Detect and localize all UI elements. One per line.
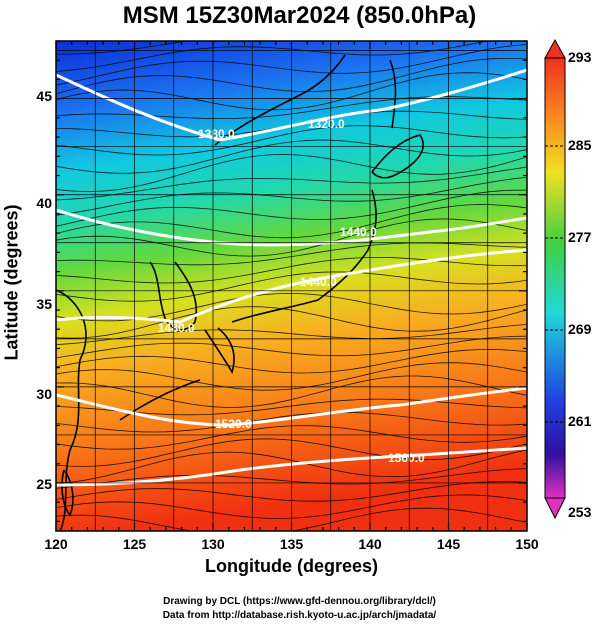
colorbar-top-arrow xyxy=(544,38,566,59)
colorbar-tick-label: 253 xyxy=(568,504,592,520)
contour-1520 xyxy=(56,386,527,427)
streamline xyxy=(56,96,527,119)
contour-label: 1560.0 xyxy=(388,451,425,465)
coastline-honshu xyxy=(231,189,377,323)
streamline xyxy=(56,125,527,156)
colorbar-tick-label: 269 xyxy=(568,321,592,337)
y-tick-label: 25 xyxy=(36,476,52,492)
x-tick-label: 125 xyxy=(122,536,147,552)
streamline xyxy=(56,481,527,502)
streamline xyxy=(56,412,527,433)
coastline-sakhalin xyxy=(389,59,397,129)
streamline xyxy=(56,362,527,391)
contour-1440-a xyxy=(56,208,527,247)
streamline xyxy=(56,292,527,322)
colorbar xyxy=(544,38,566,520)
streamline xyxy=(56,324,527,346)
contour-label: 1320.0 xyxy=(308,117,345,131)
streamline xyxy=(56,242,527,266)
coastline-kyushu xyxy=(204,327,235,374)
streamline xyxy=(56,468,527,489)
streamline xyxy=(56,494,527,519)
map-title: MSM 15Z30Mar2024 (850.0hPa) xyxy=(122,2,477,29)
streamline xyxy=(56,72,527,111)
streamline xyxy=(56,375,527,408)
y-tick-label: 30 xyxy=(36,386,52,402)
credit-line-drawing: Drawing by DCL (https://www.gfd-dennou.o… xyxy=(163,596,436,607)
streamline xyxy=(56,271,527,302)
x-tick-label: 135 xyxy=(279,536,304,552)
contour-label: 1520.0 xyxy=(215,417,252,431)
colorbar-tick-label: 293 xyxy=(568,49,592,65)
y-axis-label-text: Latitude (degrees) xyxy=(1,204,22,361)
coastline-ryukyu xyxy=(119,379,201,421)
streamline xyxy=(56,139,527,174)
y-tick-label: 40 xyxy=(36,195,52,211)
colorbar-bottom-arrow xyxy=(544,497,566,520)
streamline xyxy=(56,177,527,216)
x-axis-label: Longitude (degrees) xyxy=(204,556,378,576)
streamline xyxy=(56,256,527,284)
streamline xyxy=(56,306,527,339)
streamline xyxy=(56,44,527,86)
coastline-primorye xyxy=(214,54,346,146)
streamline xyxy=(56,335,527,359)
x-tick-label: 150 xyxy=(515,536,539,552)
streamline xyxy=(56,189,527,227)
coastline-korea xyxy=(149,261,198,331)
y-tick-label: 35 xyxy=(36,296,52,312)
streamline xyxy=(56,154,527,192)
contour-1380 xyxy=(56,68,527,142)
colorbar-tick-label: 277 xyxy=(568,229,592,245)
colorbar-tick-label: 261 xyxy=(568,413,592,429)
streamline xyxy=(56,204,527,239)
colorbar-body xyxy=(544,57,566,499)
streamline xyxy=(56,438,527,467)
credit-line-data: Data from http://database.rish.kyoto-u.a… xyxy=(162,610,437,621)
streamline xyxy=(56,218,527,257)
streamline xyxy=(56,166,527,201)
x-tick-label: 130 xyxy=(201,536,225,552)
y-tick-label: 45 xyxy=(36,88,52,104)
colorbar-tick-label: 285 xyxy=(568,137,592,153)
contour-label: 1480.0 xyxy=(158,321,195,335)
lat-lon-grid xyxy=(56,41,527,531)
streamline xyxy=(56,449,527,484)
streamline xyxy=(56,425,527,450)
x-tick-label: 145 xyxy=(436,536,461,552)
streamline xyxy=(56,41,490,72)
coastline-hokkaido xyxy=(371,134,424,179)
streamline xyxy=(56,348,527,374)
contour-1560 xyxy=(56,446,527,487)
streamlines xyxy=(56,41,527,531)
contour-label: 1440.0 xyxy=(340,225,377,239)
x-tick-label: 120 xyxy=(44,536,68,552)
contour-label: 1440.0 xyxy=(300,275,337,289)
streamline xyxy=(56,41,190,55)
contour-label: 1380.0 xyxy=(198,127,235,141)
x-tick-label: 140 xyxy=(358,536,382,552)
axis-tick-marks xyxy=(55,40,528,531)
streamline xyxy=(56,57,527,95)
streamline xyxy=(56,507,527,531)
